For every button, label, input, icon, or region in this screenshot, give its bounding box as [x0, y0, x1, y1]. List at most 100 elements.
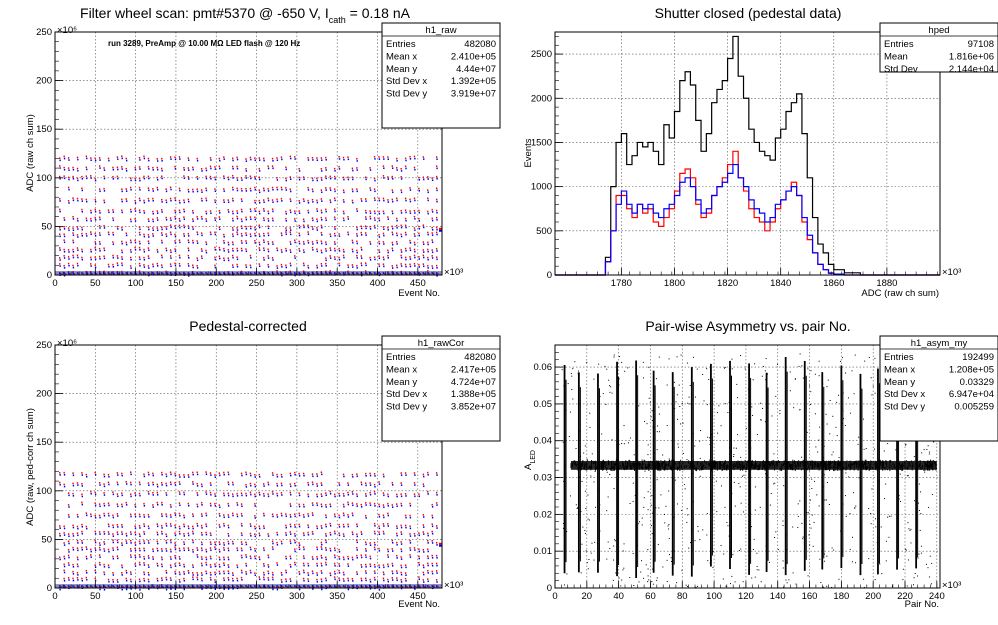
point-blue — [383, 573, 385, 576]
point-blue — [143, 258, 146, 261]
point-blue — [90, 556, 92, 558]
point-blue — [148, 527, 150, 530]
point-blue — [258, 493, 261, 496]
point-red — [369, 215, 371, 218]
point-red — [187, 569, 190, 572]
point-red — [147, 578, 150, 581]
point-red — [90, 513, 92, 516]
scatter-point — [910, 542, 912, 544]
point-blue — [329, 257, 332, 259]
chart-title: Pedestal-corrected — [189, 318, 307, 334]
point-blue — [99, 505, 101, 508]
point-red — [209, 210, 212, 212]
point-blue — [374, 179, 376, 182]
x-tick-label: 350 — [329, 591, 345, 602]
point-red — [161, 471, 163, 474]
point-red — [76, 262, 79, 265]
point-red — [174, 165, 176, 168]
point-red — [76, 156, 79, 159]
point-blue — [245, 250, 248, 253]
point-blue — [250, 210, 252, 213]
point-red — [311, 198, 314, 201]
point-red — [196, 240, 198, 242]
point-blue — [392, 167, 394, 170]
point-blue — [156, 219, 159, 221]
point-red — [320, 554, 323, 557]
point-blue — [117, 177, 119, 180]
point-red — [435, 226, 438, 229]
point-red — [316, 473, 318, 475]
scatter-point — [853, 492, 855, 494]
point-red — [236, 263, 238, 266]
point-red — [107, 548, 110, 551]
point-red — [435, 248, 438, 250]
scatter-point — [881, 462, 883, 464]
scatter-point — [725, 585, 727, 587]
scatter-point — [836, 435, 838, 437]
point-red — [289, 540, 292, 542]
point-red — [320, 578, 323, 581]
scatter-point — [681, 569, 683, 571]
point-blue — [423, 573, 425, 576]
point-red — [240, 225, 243, 227]
point-red — [391, 570, 394, 573]
point-blue — [121, 157, 123, 160]
point-blue — [77, 549, 79, 552]
stats-label: Std Dev x — [386, 76, 427, 87]
scatter-point — [640, 571, 642, 573]
point-blue — [236, 504, 239, 506]
point-red — [218, 226, 221, 228]
point-red — [147, 555, 150, 557]
point-red — [245, 248, 247, 250]
point-blue — [307, 211, 310, 214]
scatter-point — [919, 509, 921, 511]
point-blue — [232, 579, 234, 582]
scatter-point — [856, 460, 858, 462]
point-blue — [201, 549, 203, 552]
point-blue — [285, 168, 287, 171]
scatter-point — [571, 389, 573, 391]
point-blue — [134, 556, 137, 559]
point-blue — [188, 504, 190, 507]
point-blue — [196, 233, 199, 236]
point-blue — [223, 588, 225, 591]
point-blue — [258, 249, 261, 251]
point-blue — [219, 218, 221, 221]
point-red — [174, 156, 176, 159]
point-red — [422, 249, 425, 251]
scatter-point — [620, 585, 622, 587]
point-blue — [312, 243, 314, 245]
point-red — [227, 199, 229, 201]
point-blue — [214, 548, 217, 551]
point-red — [333, 547, 336, 549]
scatter-point — [794, 378, 796, 380]
scatter-point — [831, 547, 833, 549]
point-blue — [201, 257, 203, 260]
point-red — [258, 176, 260, 179]
point-blue — [152, 550, 154, 553]
scatter-point — [658, 507, 660, 509]
point-blue — [214, 573, 217, 576]
point-blue — [232, 159, 234, 162]
point-red — [240, 569, 243, 572]
scatter-point — [584, 532, 586, 534]
point-red — [263, 563, 265, 565]
scatter-point — [905, 443, 907, 445]
point-blue — [254, 485, 256, 488]
point-red — [400, 482, 402, 484]
scatter-point — [689, 385, 691, 387]
point-blue — [219, 506, 221, 509]
point-red — [254, 226, 256, 229]
point-red — [129, 256, 132, 259]
point-red — [435, 525, 438, 527]
point-red — [98, 232, 101, 234]
point-red — [121, 198, 123, 201]
point-blue — [68, 251, 70, 253]
point-blue — [205, 550, 208, 553]
point-blue — [63, 177, 66, 180]
point-blue — [307, 202, 310, 204]
point-red — [169, 255, 172, 257]
point-blue — [254, 159, 256, 162]
point-red — [90, 263, 92, 265]
point-red — [121, 524, 123, 526]
